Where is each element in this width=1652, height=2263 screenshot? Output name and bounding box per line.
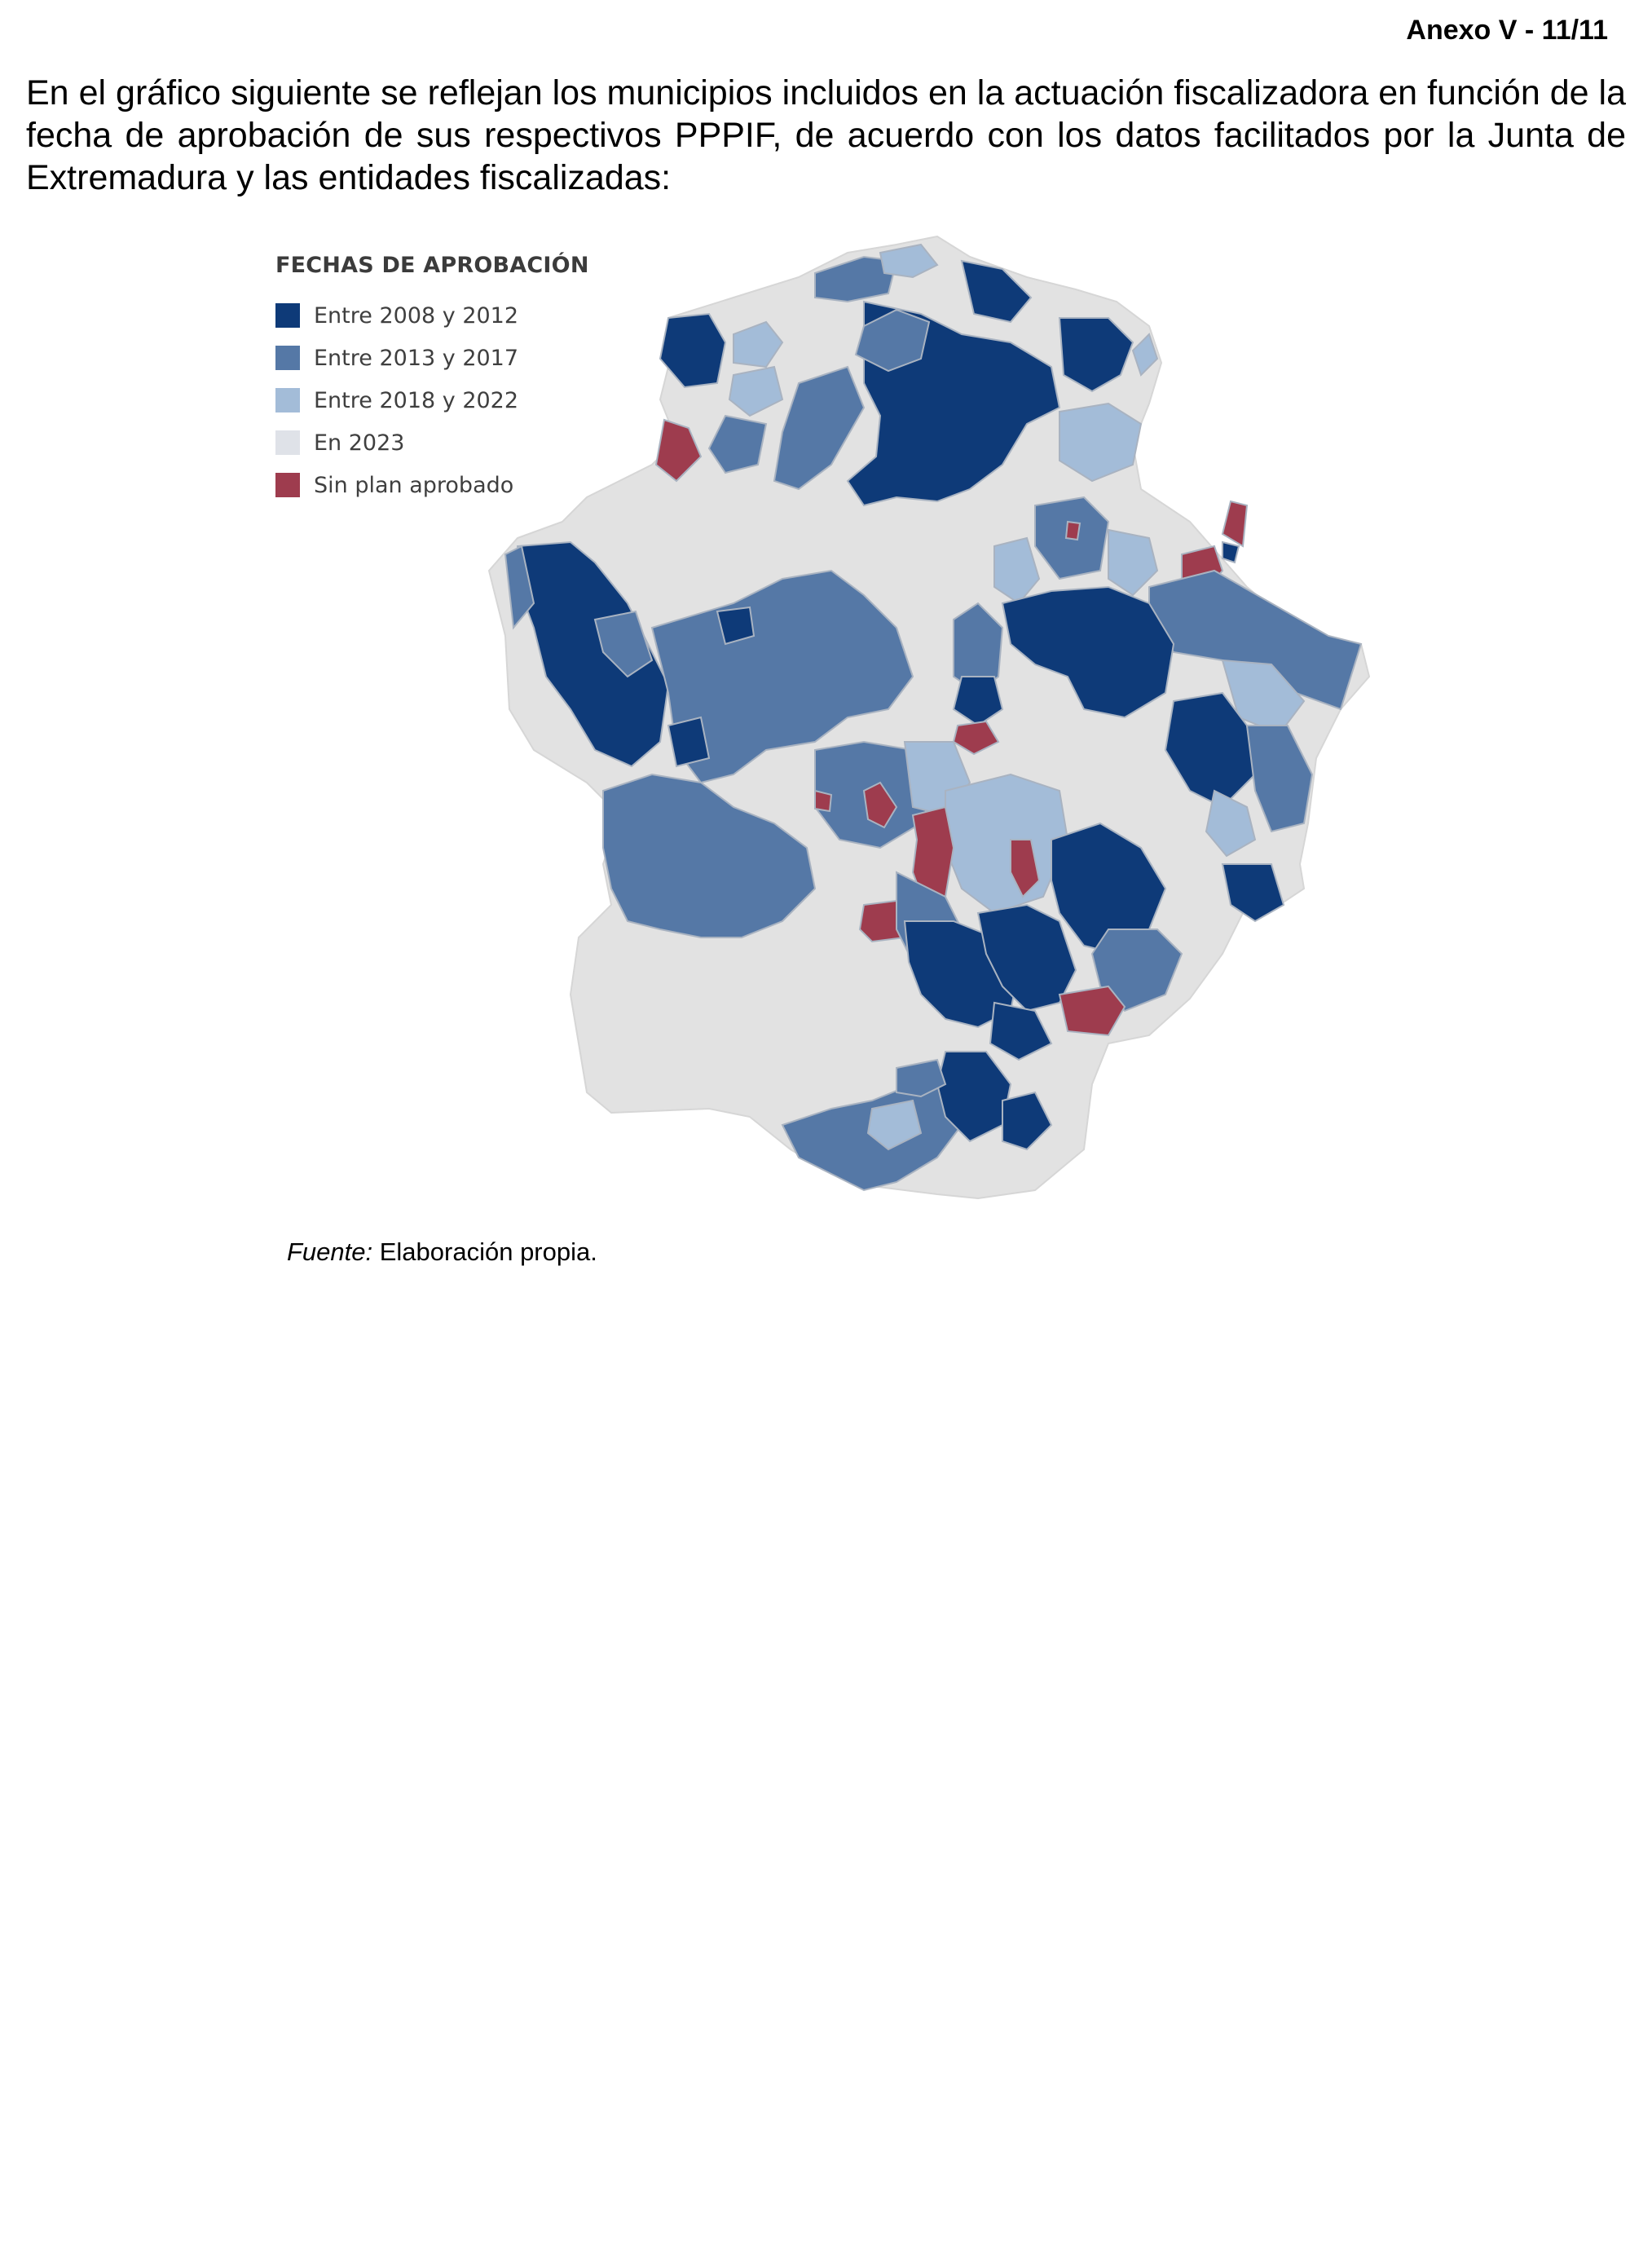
municipality-group [1221,659,1306,735]
municipality-group [866,1099,923,1151]
municipality-group [976,903,1077,1012]
municipality-group [993,536,1041,605]
map-legend: FECHAS DE APROBACIÓN Entre 2008 y 2012 E… [275,253,589,506]
municipality-group [1090,929,1183,1012]
figure-source: Fuente: Elaboración propia. [287,1237,597,1267]
municipality-group [936,1051,1012,1143]
legend-swatch [275,346,300,370]
municipality-group [858,899,906,943]
page-header-label: Anexo V - 11/11 [1406,15,1608,46]
legend-item: Entre 2013 y 2017 [275,337,589,379]
municipality-group [659,312,727,389]
municipality-group [814,255,898,303]
municipality-group [1222,540,1240,564]
municipality-group [989,1001,1053,1061]
legend-item: En 2023 [275,421,589,464]
legend-swatch [275,388,300,412]
municipality-group [960,259,1033,324]
municipality-group [1002,1091,1053,1151]
municipality-group [593,610,654,678]
municipality-group [1058,317,1134,393]
legend-label: En 2023 [314,430,405,456]
municipality-group [650,569,914,784]
municipality-group [814,789,833,813]
intro-paragraph: En el gráfico siguiente se reflejan los … [26,73,1626,197]
municipality-group [1164,691,1257,809]
legend-swatch [275,473,300,497]
municipality-group [1001,585,1175,719]
municipality-group [733,320,784,368]
municipality-group [879,243,939,279]
legend-label: Entre 2008 y 2012 [314,302,519,329]
municipality-group [854,308,931,373]
municipality-group [707,414,768,474]
municipality-group [862,781,898,829]
municipality-group [1245,725,1314,833]
legend-label: Sin plan aprobado [314,472,514,498]
legend-label: Entre 2013 y 2017 [314,345,519,371]
municipality-group [516,540,670,768]
municipality-group [896,1058,947,1098]
municipality-group [1131,333,1159,377]
municipality-group [1059,402,1143,483]
municipality-group [1205,789,1257,858]
municipality-group [952,720,1000,756]
legend-item: Sin plan aprobado [275,464,589,506]
municipality-group [716,606,756,646]
municipality-group [728,365,784,417]
municipality-group [1058,985,1126,1037]
municipality-group [1064,520,1082,541]
source-prefix: Fuente: [287,1237,373,1266]
municipality-group [1221,500,1249,548]
municipality-group [667,716,711,768]
legend-swatch [275,430,300,455]
choropleth-figure: FECHAS DE APROBACIÓN Entre 2008 y 2012 E… [244,220,1402,1223]
municipality-group [654,418,703,483]
legend-label: Entre 2018 y 2022 [314,387,519,413]
source-text: Elaboración propia. [372,1237,597,1266]
legend-swatch [275,303,300,328]
municipality-group [953,602,1004,695]
municipality-group [504,545,535,630]
extremadura-map [487,235,1371,1200]
municipality-group [952,676,1004,727]
municipality-group [773,365,866,491]
legend-title: FECHAS DE APROBACIÓN [275,253,589,278]
municipality-group [602,773,817,938]
municipality-group [1010,839,1041,898]
municipality-group [1108,528,1159,597]
legend-item: Entre 2008 y 2012 [275,294,589,337]
legend-item: Entre 2018 y 2022 [275,379,589,421]
municipality-group [1221,863,1285,923]
